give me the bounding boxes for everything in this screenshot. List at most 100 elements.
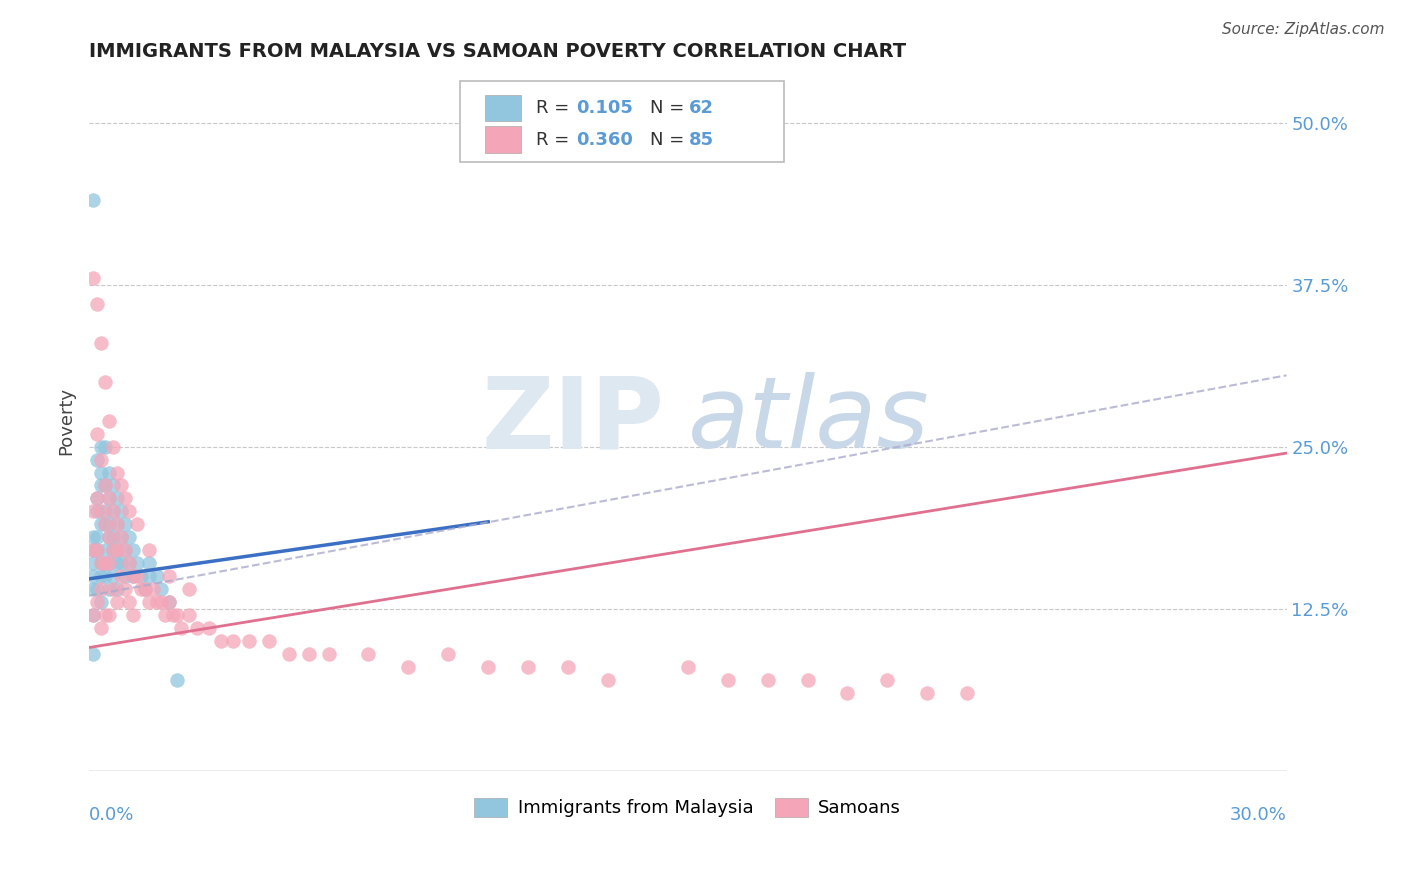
Point bbox=[94, 440, 117, 454]
Point bbox=[118, 530, 141, 544]
Point bbox=[277, 647, 299, 661]
Point bbox=[122, 569, 145, 583]
Point bbox=[105, 491, 128, 506]
Point bbox=[101, 582, 124, 597]
Point bbox=[118, 556, 141, 570]
Point bbox=[98, 414, 121, 428]
FancyBboxPatch shape bbox=[485, 127, 522, 153]
Point bbox=[82, 582, 104, 597]
Text: 62: 62 bbox=[689, 99, 714, 117]
Point bbox=[94, 608, 117, 623]
Point bbox=[114, 582, 136, 597]
Point bbox=[82, 569, 104, 583]
FancyBboxPatch shape bbox=[485, 95, 522, 121]
Point bbox=[177, 608, 200, 623]
Point bbox=[94, 517, 117, 532]
Point bbox=[82, 608, 104, 623]
Point bbox=[82, 543, 104, 558]
Point bbox=[557, 660, 579, 674]
Point bbox=[153, 608, 176, 623]
Point bbox=[138, 556, 160, 570]
Point bbox=[138, 595, 160, 609]
Point bbox=[101, 543, 124, 558]
Point bbox=[676, 660, 699, 674]
Point bbox=[517, 660, 540, 674]
Point bbox=[90, 335, 112, 350]
Point bbox=[90, 556, 112, 570]
Text: R =: R = bbox=[536, 131, 575, 149]
Point bbox=[98, 530, 121, 544]
Y-axis label: Poverty: Poverty bbox=[58, 386, 75, 455]
Point bbox=[110, 504, 132, 518]
Point bbox=[396, 660, 419, 674]
Point bbox=[82, 504, 104, 518]
Point bbox=[122, 569, 145, 583]
Point bbox=[917, 686, 939, 700]
Point bbox=[170, 621, 193, 635]
Point bbox=[297, 647, 319, 661]
Point bbox=[114, 569, 136, 583]
Text: R =: R = bbox=[536, 99, 575, 117]
Point bbox=[177, 582, 200, 597]
Point bbox=[149, 582, 172, 597]
Point bbox=[105, 582, 128, 597]
Point bbox=[82, 556, 104, 570]
Point bbox=[110, 556, 132, 570]
Point bbox=[101, 543, 124, 558]
Point bbox=[101, 478, 124, 492]
Point bbox=[90, 556, 112, 570]
Point bbox=[94, 375, 117, 389]
Point bbox=[157, 569, 180, 583]
Point bbox=[82, 271, 104, 285]
Point bbox=[94, 504, 117, 518]
Point bbox=[118, 556, 141, 570]
Point bbox=[114, 543, 136, 558]
Point bbox=[90, 517, 112, 532]
Text: 30.0%: 30.0% bbox=[1230, 805, 1286, 823]
Point bbox=[82, 608, 104, 623]
Point bbox=[149, 595, 172, 609]
Text: N =: N = bbox=[650, 131, 689, 149]
Point bbox=[122, 543, 145, 558]
Point bbox=[86, 543, 108, 558]
Point bbox=[86, 491, 108, 506]
Point bbox=[101, 504, 124, 518]
Point bbox=[110, 530, 132, 544]
Point bbox=[110, 569, 132, 583]
Point bbox=[98, 491, 121, 506]
FancyBboxPatch shape bbox=[460, 81, 783, 161]
Point bbox=[717, 673, 740, 687]
Point bbox=[198, 621, 221, 635]
Point bbox=[98, 530, 121, 544]
Point bbox=[114, 543, 136, 558]
Point bbox=[138, 543, 160, 558]
Text: IMMIGRANTS FROM MALAYSIA VS SAMOAN POVERTY CORRELATION CHART: IMMIGRANTS FROM MALAYSIA VS SAMOAN POVER… bbox=[89, 42, 907, 61]
Point bbox=[82, 530, 104, 544]
Point bbox=[756, 673, 779, 687]
Point bbox=[101, 504, 124, 518]
Point bbox=[238, 634, 260, 648]
Point bbox=[209, 634, 232, 648]
Point bbox=[105, 595, 128, 609]
Point bbox=[157, 595, 180, 609]
Point bbox=[90, 440, 112, 454]
Point bbox=[110, 530, 132, 544]
Point bbox=[105, 466, 128, 480]
Point bbox=[94, 478, 117, 492]
Point bbox=[90, 466, 112, 480]
Point bbox=[129, 582, 152, 597]
Text: 85: 85 bbox=[689, 131, 714, 149]
Point bbox=[86, 297, 108, 311]
Point bbox=[146, 595, 169, 609]
Point bbox=[94, 569, 117, 583]
Point bbox=[86, 530, 108, 544]
Point bbox=[357, 647, 380, 661]
Point bbox=[90, 582, 112, 597]
Point bbox=[796, 673, 818, 687]
Point bbox=[956, 686, 979, 700]
Legend: Immigrants from Malaysia, Samoans: Immigrants from Malaysia, Samoans bbox=[467, 791, 908, 825]
Point bbox=[166, 608, 188, 623]
Point bbox=[98, 582, 121, 597]
Point bbox=[98, 608, 121, 623]
Point bbox=[101, 530, 124, 544]
